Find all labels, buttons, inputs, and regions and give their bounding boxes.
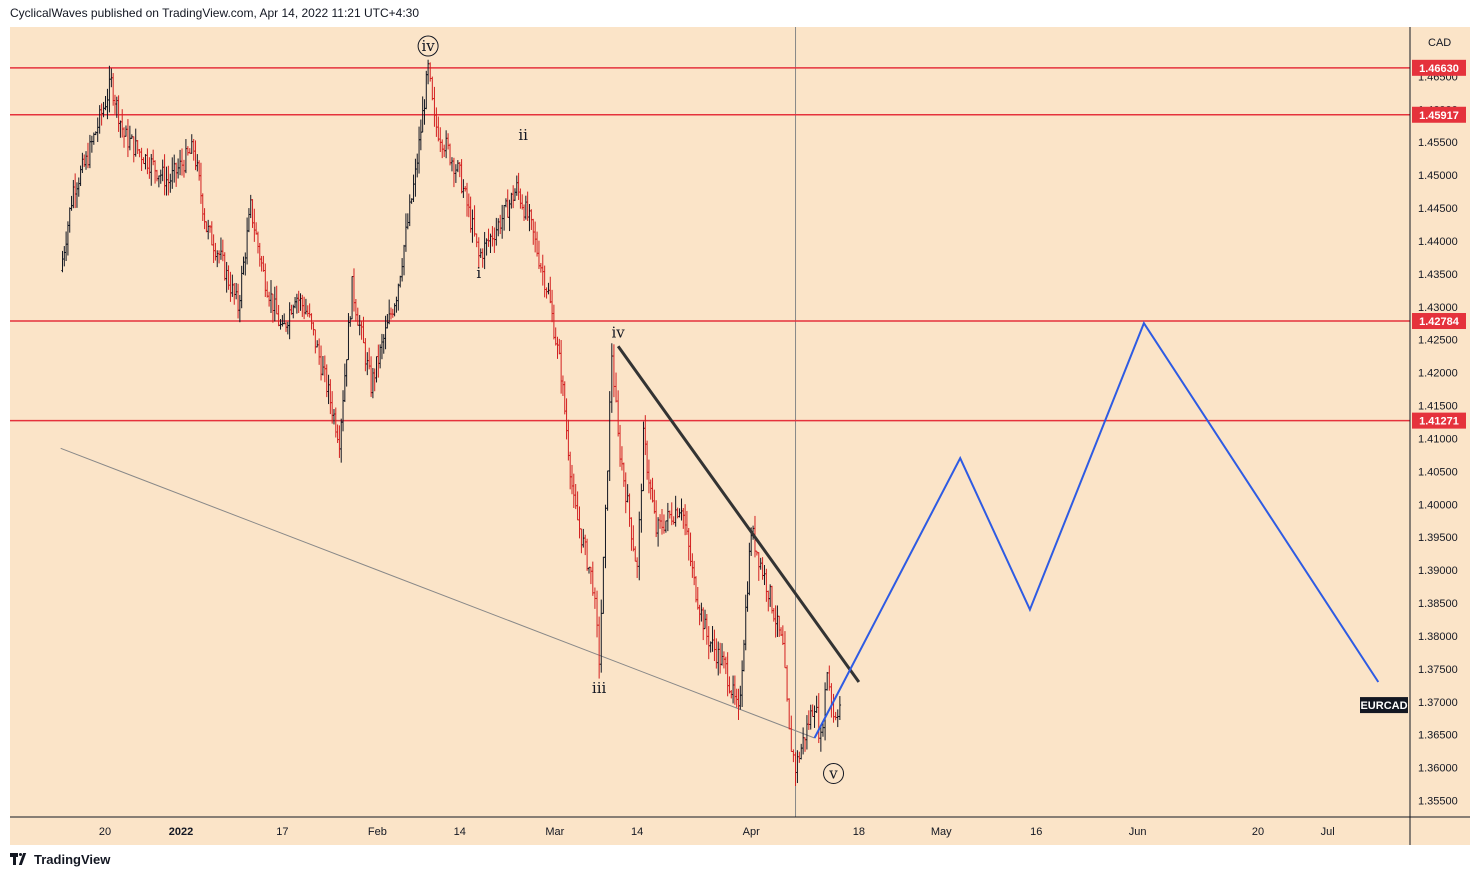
price-tick-label: 1.38000 [1418, 631, 1458, 643]
price-tick-label: 1.40000 [1418, 499, 1458, 511]
wave-label-circle [417, 35, 439, 57]
support-trendline [60, 447, 815, 739]
price-tick-label: 1.43000 [1418, 302, 1458, 314]
tradingview-brand: TradingView [34, 852, 111, 867]
price-tick-label: 1.41000 [1418, 433, 1458, 445]
price-tick-label: 1.42500 [1418, 335, 1458, 347]
date-tick-label: Mar [545, 826, 564, 838]
level-price-badge-text: 1.42784 [1419, 316, 1460, 328]
price-tick-label: 1.39500 [1418, 532, 1458, 544]
level-price-badge [1412, 106, 1466, 123]
wave-label: iv [421, 37, 435, 55]
wave-label-circle [823, 763, 845, 784]
date-tick-label: 14 [631, 826, 643, 838]
date-tick-label: 20 [99, 826, 111, 838]
price-tick-label: 1.37500 [1418, 664, 1458, 676]
price-tick-label: 1.44500 [1418, 203, 1458, 215]
level-price-badge [1412, 412, 1466, 429]
price-tick-label: 1.42000 [1418, 368, 1458, 380]
date-tick-label: 20 [1252, 826, 1264, 838]
price-tick-label: 1.38500 [1418, 598, 1458, 610]
wave-label: i [476, 264, 481, 282]
date-tick-label: 2022 [169, 826, 193, 838]
price-tick-label: 1.39000 [1418, 565, 1458, 577]
price-tick-label: 1.41500 [1418, 401, 1458, 413]
date-tick-label: May [931, 826, 952, 838]
price-tick-label: 1.43500 [1418, 269, 1458, 281]
level-price-badge-text: 1.41271 [1419, 416, 1459, 428]
chart-pane[interactable]: iv ii i iv iii v 1.35500 1.36000 1.36500 1.37000 1… [10, 27, 1470, 845]
resistance-trendline [616, 345, 861, 683]
wave-label: v [828, 765, 838, 783]
wave-label: iv [612, 323, 626, 341]
date-tick-label: Apr [743, 826, 760, 838]
eurcad-chart[interactable]: iviiiiviiiv1.355001.360001.365001.370001… [10, 27, 1470, 845]
price-tick-label: 1.37000 [1418, 697, 1458, 709]
price-tick-label: 1.45500 [1418, 137, 1458, 149]
publish-header: CyclicalWaves published on TradingView.c… [10, 6, 420, 20]
level-price-badge [1412, 313, 1466, 330]
price-tick-label: 1.35500 [1418, 796, 1458, 808]
date-tick-label: 16 [1030, 826, 1042, 838]
date-tick-label: Jun [1129, 826, 1147, 838]
currency-label: CAD [1428, 37, 1451, 49]
date-tick-label: 14 [454, 826, 466, 838]
wave-label: iii [592, 679, 607, 697]
level-price-badge-text: 1.46630 [1419, 63, 1459, 75]
date-tick-label: Feb [368, 826, 387, 838]
date-tick-label: 18 [853, 826, 865, 838]
date-tick-label: 17 [276, 826, 288, 838]
tradingview-logo-icon [10, 852, 28, 867]
date-tick-label: Jul [1321, 826, 1335, 838]
wave-label: ii [518, 126, 528, 144]
price-tick-label: 1.36500 [1418, 730, 1458, 742]
price-tick-label: 1.44000 [1418, 236, 1458, 248]
footer: TradingView [10, 852, 110, 867]
symbol-badge [1360, 697, 1408, 714]
price-tick-label: 1.45000 [1418, 170, 1458, 182]
level-price-badge-text: 1.45917 [1419, 110, 1459, 122]
level-price-badge [1412, 59, 1466, 76]
projection-path [813, 321, 1380, 739]
price-tick-label: 1.36000 [1418, 763, 1458, 775]
symbol-badge-text: EURCAD [1360, 700, 1407, 712]
price-tick-label: 1.40500 [1418, 466, 1458, 478]
